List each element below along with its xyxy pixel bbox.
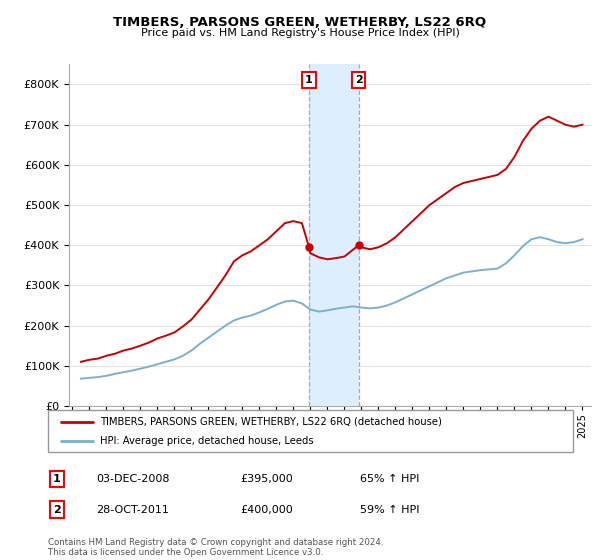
Text: 03-DEC-2008: 03-DEC-2008 — [96, 474, 170, 484]
Text: 1: 1 — [53, 474, 61, 484]
Text: 65% ↑ HPI: 65% ↑ HPI — [360, 474, 419, 484]
Text: 28-OCT-2011: 28-OCT-2011 — [96, 505, 169, 515]
Text: 2: 2 — [355, 75, 362, 85]
Text: £400,000: £400,000 — [240, 505, 293, 515]
Bar — [309, 64, 359, 406]
Text: £395,000: £395,000 — [240, 474, 293, 484]
Text: HPI: Average price, detached house, Leeds: HPI: Average price, detached house, Leed… — [101, 436, 314, 446]
Text: Contains HM Land Registry data © Crown copyright and database right 2024.: Contains HM Land Registry data © Crown c… — [48, 538, 383, 547]
Text: 2: 2 — [53, 505, 61, 515]
Text: TIMBERS, PARSONS GREEN, WETHERBY, LS22 6RQ (detached house): TIMBERS, PARSONS GREEN, WETHERBY, LS22 6… — [101, 417, 442, 427]
Text: This data is licensed under the Open Government Licence v3.0.: This data is licensed under the Open Gov… — [48, 548, 323, 557]
Text: Price paid vs. HM Land Registry's House Price Index (HPI): Price paid vs. HM Land Registry's House … — [140, 28, 460, 38]
Text: 1: 1 — [305, 75, 313, 85]
Text: TIMBERS, PARSONS GREEN, WETHERBY, LS22 6RQ: TIMBERS, PARSONS GREEN, WETHERBY, LS22 6… — [113, 16, 487, 29]
FancyBboxPatch shape — [48, 410, 573, 452]
Text: 59% ↑ HPI: 59% ↑ HPI — [360, 505, 419, 515]
